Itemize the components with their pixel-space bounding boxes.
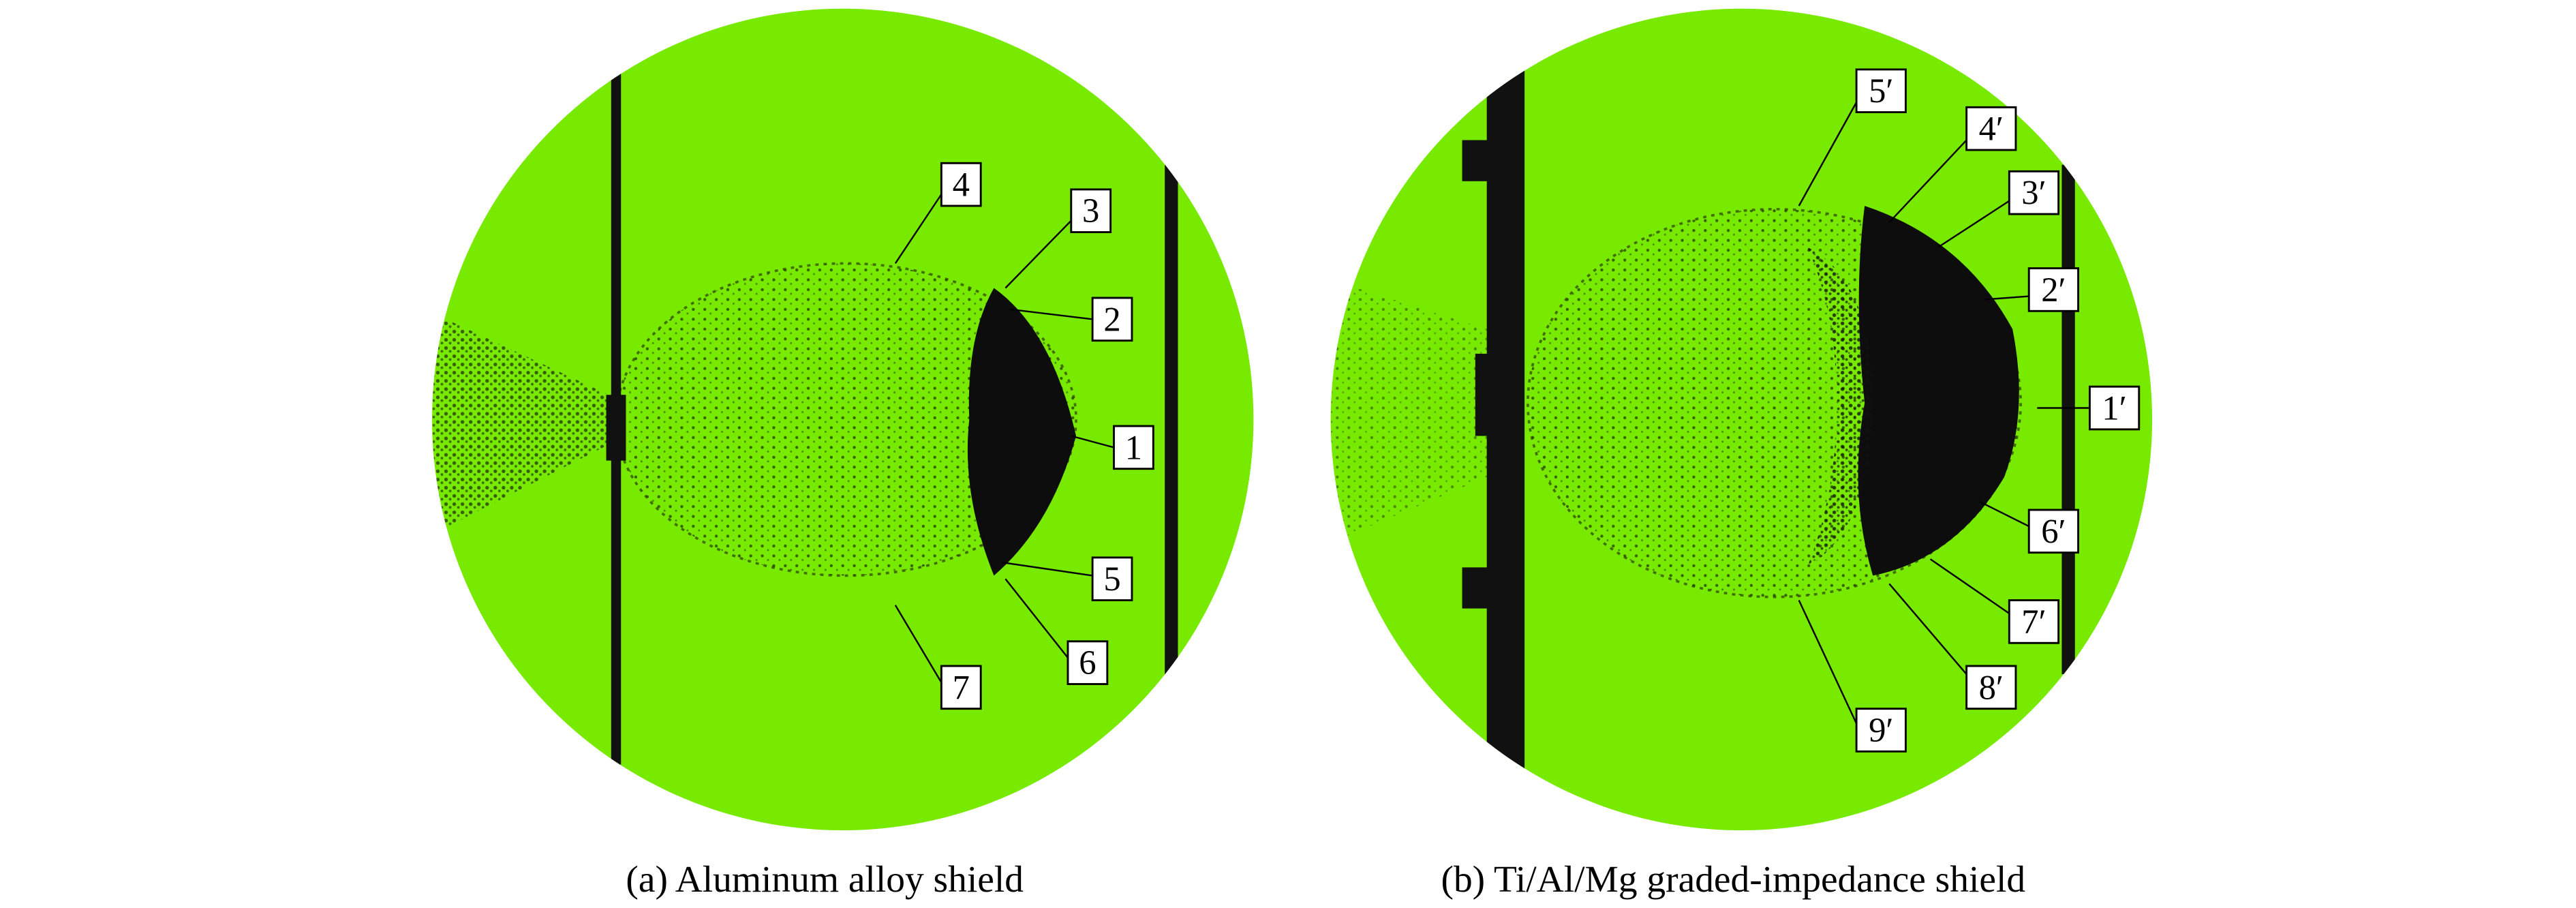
label-text: 9′ bbox=[1869, 711, 1893, 749]
label-text: 8′ bbox=[1979, 668, 2004, 706]
label: 1′ bbox=[2088, 385, 2141, 431]
callouts-b: 1′ 2′ 3′ 4′ 5′ 6′ 7′ 8′ 9′ bbox=[1798, 68, 2141, 753]
panel-b: 1′ 2′ 3′ 4′ 5′ 6′ 7′ 8′ 9′ (b) Ti/Al/Mg … bbox=[1330, 8, 2153, 900]
label-text: 1 bbox=[1125, 428, 1142, 466]
callouts-a: 1 2 3 4 5 6 7 bbox=[894, 162, 1154, 710]
label-text: 1′ bbox=[2102, 389, 2126, 427]
label: 7 bbox=[940, 665, 982, 710]
label: 5′ bbox=[1855, 68, 1907, 114]
label-text: 5′ bbox=[1869, 72, 1893, 110]
label: 4 bbox=[940, 162, 982, 207]
label-text: 7 bbox=[953, 668, 970, 706]
label-text: 3 bbox=[1082, 192, 1099, 230]
label-text: 4′ bbox=[1979, 110, 2004, 148]
label: 2′ bbox=[2027, 267, 2079, 312]
label: 6 bbox=[1067, 640, 1109, 685]
label: 8′ bbox=[1965, 665, 2017, 710]
label: 9′ bbox=[1855, 708, 1907, 753]
caption: (b) Ti/Al/Mg graded-impedance shield bbox=[1441, 858, 2025, 900]
label-text: 2′ bbox=[2041, 271, 2066, 309]
label: 5 bbox=[1091, 556, 1133, 601]
label: 4′ bbox=[1965, 106, 2017, 151]
label: 3′ bbox=[2008, 170, 2060, 215]
debris-cloud-b bbox=[1330, 66, 2075, 773]
label: 1 bbox=[1113, 425, 1154, 470]
label-text: 4 bbox=[953, 166, 970, 204]
label-text: 6′ bbox=[2041, 512, 2066, 550]
caption: (a) Aluminum alloy shield bbox=[626, 858, 1024, 900]
label: 2 bbox=[1091, 297, 1133, 342]
label: 6′ bbox=[2027, 509, 2079, 554]
panel-a: 1 2 3 4 5 6 7 (a) Aluminum alloy shield bbox=[432, 8, 1254, 900]
label: 7′ bbox=[2008, 599, 2060, 644]
debris-cloud-a bbox=[432, 66, 1178, 765]
label-text: 6 bbox=[1079, 644, 1096, 682]
label-text: 2 bbox=[1103, 300, 1120, 338]
label-text: 5 bbox=[1103, 560, 1120, 598]
label: 3 bbox=[1070, 188, 1112, 233]
label-text: 7′ bbox=[2021, 603, 2046, 641]
label-text: 3′ bbox=[2021, 174, 2046, 212]
